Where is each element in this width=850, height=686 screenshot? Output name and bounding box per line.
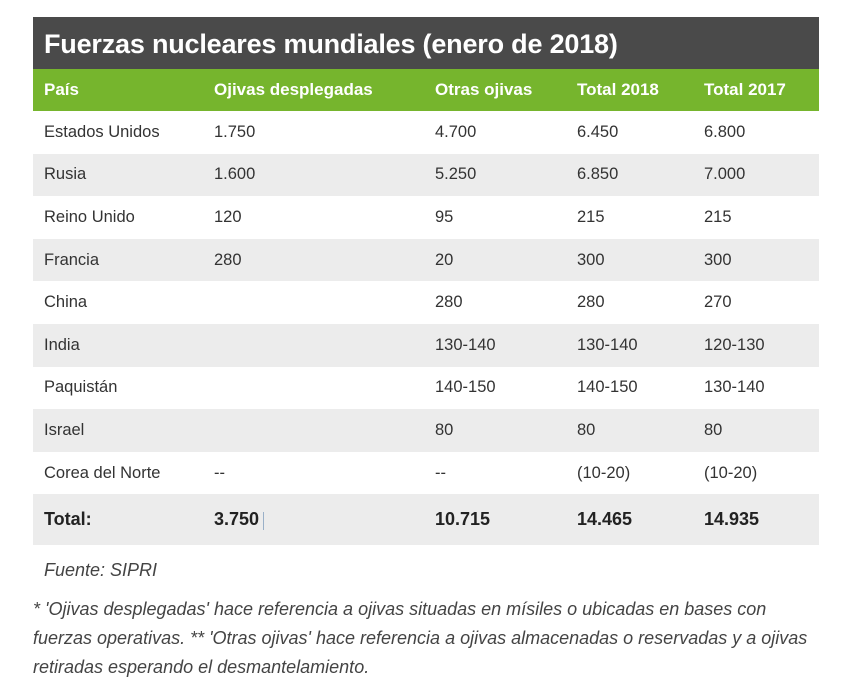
cell-total-2017: 130-140 bbox=[704, 378, 765, 397]
cell-country: Francia bbox=[44, 250, 100, 269]
cell-deployed bbox=[203, 324, 424, 367]
table-row: China 280 280 270 bbox=[33, 281, 819, 324]
cell-other: 5.250 bbox=[435, 165, 477, 184]
cell-deployed bbox=[203, 367, 424, 410]
cell-country: Israel bbox=[44, 420, 85, 439]
table-row: Corea del Norte -- -- (10-20) (10-20) bbox=[33, 451, 819, 495]
total-deployed: 3.750 bbox=[214, 509, 260, 530]
cell-total-2018: 6.450 bbox=[577, 122, 619, 141]
column-header-country: País bbox=[44, 80, 79, 99]
cell-total-2017: 120-130 bbox=[704, 335, 765, 354]
total-2017: 14.935 bbox=[704, 509, 760, 530]
source-text: Fuente: SIPRI bbox=[44, 560, 158, 580]
table-row: Paquistán 140-150 140-150 130-140 bbox=[33, 366, 819, 410]
cell-country: China bbox=[44, 293, 88, 312]
cell-country: India bbox=[44, 335, 80, 354]
table-row: Rusia 1.600 5.250 6.850 7.000 bbox=[33, 153, 819, 197]
cell-country: Estados Unidos bbox=[44, 122, 160, 141]
table-row: India 130-140 130-140 120-130 bbox=[33, 323, 819, 367]
table-row: Reino Unido 120 95 215 215 bbox=[33, 196, 819, 239]
total-label: Total: bbox=[44, 509, 92, 530]
nuclear-forces-table-card: Fuerzas nucleares mundiales (enero de 20… bbox=[33, 17, 819, 546]
nuclear-forces-table: País Ojivas desplegadas Otras ojivas Tot… bbox=[33, 69, 819, 546]
cell-deployed: 1.600 bbox=[214, 165, 256, 184]
cell-total-2017: 7.000 bbox=[704, 165, 746, 184]
table-title: Fuerzas nucleares mundiales (enero de 20… bbox=[33, 17, 819, 69]
column-header-deployed-warheads: Ojivas desplegadas bbox=[214, 80, 373, 99]
cell-total-2017: 300 bbox=[704, 250, 732, 269]
total-deployed-cell: 3.750 bbox=[203, 494, 424, 545]
table-row: Estados Unidos 1.750 4.700 6.450 6.800 bbox=[33, 111, 819, 154]
cell-deployed bbox=[203, 409, 424, 452]
total-2018: 14.465 bbox=[577, 509, 633, 530]
cell-total-2018: 280 bbox=[577, 293, 605, 312]
cell-other: -- bbox=[435, 463, 446, 482]
table-row: Israel 80 80 80 bbox=[33, 409, 819, 452]
cell-total-2017: (10-20) bbox=[704, 463, 758, 482]
cell-country: Corea del Norte bbox=[44, 463, 161, 482]
cell-deployed: 120 bbox=[214, 207, 242, 226]
cell-country: Paquistán bbox=[44, 378, 118, 397]
table-header-row: País Ojivas desplegadas Otras ojivas Tot… bbox=[33, 69, 819, 111]
cell-total-2018: 6.850 bbox=[577, 165, 619, 184]
footnote-text: * 'Ojivas desplegadas' hace referencia a… bbox=[33, 599, 808, 677]
cell-deployed: -- bbox=[214, 463, 225, 482]
cell-country: Rusia bbox=[44, 165, 87, 184]
cell-total-2017: 215 bbox=[704, 207, 732, 226]
cell-other: 95 bbox=[435, 207, 454, 226]
cell-other: 80 bbox=[435, 420, 454, 439]
cell-other: 20 bbox=[435, 250, 454, 269]
column-header-total-2018: Total 2018 bbox=[577, 80, 659, 99]
cell-other: 140-150 bbox=[435, 378, 496, 397]
cell-total-2018: (10-20) bbox=[577, 463, 631, 482]
cell-total-2018: 215 bbox=[577, 207, 605, 226]
cell-other: 130-140 bbox=[435, 335, 496, 354]
table-total-row: Total: 3.750 10.715 14.465 14.935 bbox=[33, 494, 819, 546]
cell-total-2018: 80 bbox=[577, 420, 596, 439]
cell-total-2017: 80 bbox=[704, 420, 723, 439]
text-cursor bbox=[263, 511, 265, 530]
cell-total-2018: 140-150 bbox=[577, 378, 638, 397]
cell-total-2018: 130-140 bbox=[577, 335, 638, 354]
cell-other: 4.700 bbox=[435, 122, 477, 141]
total-other: 10.715 bbox=[435, 509, 491, 530]
cell-other: 280 bbox=[435, 293, 463, 312]
cell-total-2017: 270 bbox=[704, 293, 732, 312]
table-row: Francia 280 20 300 300 bbox=[33, 238, 819, 282]
cell-deployed bbox=[203, 281, 424, 324]
cell-total-2017: 6.800 bbox=[704, 122, 746, 141]
cell-country: Reino Unido bbox=[44, 207, 135, 226]
cell-deployed: 1.750 bbox=[214, 122, 256, 141]
column-header-total-2017: Total 2017 bbox=[704, 80, 786, 99]
cell-deployed: 280 bbox=[214, 250, 242, 269]
column-header-other-warheads: Otras ojivas bbox=[435, 80, 533, 99]
cell-total-2018: 300 bbox=[577, 250, 605, 269]
